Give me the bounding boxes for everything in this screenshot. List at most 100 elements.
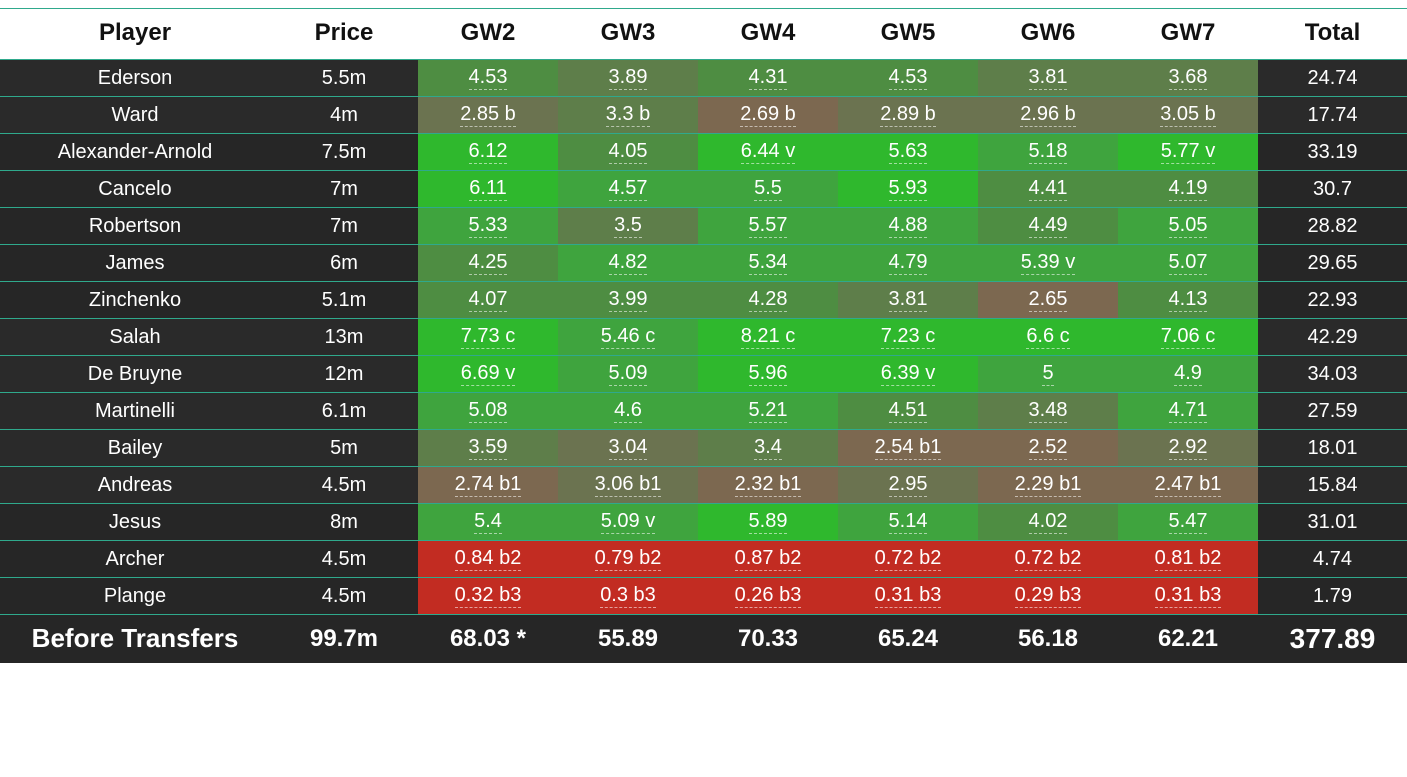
gw-cell[interactable]: 2.89 b xyxy=(838,97,978,134)
gw-cell[interactable]: 2.95 xyxy=(838,467,978,504)
gw-cell[interactable]: 0.31 b3 xyxy=(1118,578,1258,615)
gw-cell[interactable]: 2.92 xyxy=(1118,430,1258,467)
gw-cell[interactable]: 5.96 xyxy=(698,356,838,393)
gw-cell[interactable]: 4.71 xyxy=(1118,393,1258,430)
table-row[interactable]: Jesus8m5.45.09 v5.895.144.025.4731.01 xyxy=(0,504,1407,541)
gw-cell[interactable]: 3.06 b1 xyxy=(558,467,698,504)
player-name-cell[interactable]: Robertson xyxy=(0,208,270,245)
gw-cell[interactable]: 3.05 b xyxy=(1118,97,1258,134)
player-name-cell[interactable]: Ward xyxy=(0,97,270,134)
table-row[interactable]: Ederson5.5m4.533.894.314.533.813.6824.74 xyxy=(0,60,1407,97)
gw-cell[interactable]: 4.02 xyxy=(978,504,1118,541)
gw-cell[interactable]: 4.05 xyxy=(558,134,698,171)
gw-cell[interactable]: 2.74 b1 xyxy=(418,467,558,504)
col-gw4[interactable]: GW4 xyxy=(698,9,838,60)
player-name-cell[interactable]: Andreas xyxy=(0,467,270,504)
gw-cell[interactable]: 6.69 v xyxy=(418,356,558,393)
player-name-cell[interactable]: Plange xyxy=(0,578,270,615)
gw-cell[interactable]: 0.87 b2 xyxy=(698,541,838,578)
player-name-cell[interactable]: Jesus xyxy=(0,504,270,541)
col-gw2[interactable]: GW2 xyxy=(418,9,558,60)
table-row[interactable]: Robertson7m5.333.55.574.884.495.0528.82 xyxy=(0,208,1407,245)
gw-cell[interactable]: 2.29 b1 xyxy=(978,467,1118,504)
gw-cell[interactable]: 5.21 xyxy=(698,393,838,430)
col-gw6[interactable]: GW6 xyxy=(978,9,1118,60)
gw-cell[interactable]: 6.6 c xyxy=(978,319,1118,356)
gw-cell[interactable]: 5.47 xyxy=(1118,504,1258,541)
gw-cell[interactable]: 0.84 b2 xyxy=(418,541,558,578)
gw-cell[interactable]: 6.39 v xyxy=(838,356,978,393)
table-row[interactable]: Salah13m7.73 c5.46 c8.21 c7.23 c6.6 c7.0… xyxy=(0,319,1407,356)
player-name-cell[interactable]: Martinelli xyxy=(0,393,270,430)
gw-cell[interactable]: 5 xyxy=(978,356,1118,393)
gw-cell[interactable]: 4.31 xyxy=(698,60,838,97)
gw-cell[interactable]: 7.06 c xyxy=(1118,319,1258,356)
gw-cell[interactable]: 0.29 b3 xyxy=(978,578,1118,615)
gw-cell[interactable]: 0.31 b3 xyxy=(838,578,978,615)
table-row[interactable]: Ward4m2.85 b3.3 b2.69 b2.89 b2.96 b3.05 … xyxy=(0,97,1407,134)
gw-cell[interactable]: 4.53 xyxy=(838,60,978,97)
gw-cell[interactable]: 4.25 xyxy=(418,245,558,282)
gw-cell[interactable]: 2.52 xyxy=(978,430,1118,467)
gw-cell[interactable]: 0.72 b2 xyxy=(838,541,978,578)
col-gw5[interactable]: GW5 xyxy=(838,9,978,60)
gw-cell[interactable]: 4.88 xyxy=(838,208,978,245)
gw-cell[interactable]: 0.3 b3 xyxy=(558,578,698,615)
gw-cell[interactable]: 4.13 xyxy=(1118,282,1258,319)
gw-cell[interactable]: 4.51 xyxy=(838,393,978,430)
gw-cell[interactable]: 3.81 xyxy=(838,282,978,319)
gw-cell[interactable]: 2.85 b xyxy=(418,97,558,134)
gw-cell[interactable]: 3.89 xyxy=(558,60,698,97)
gw-cell[interactable]: 5.93 xyxy=(838,171,978,208)
gw-cell[interactable]: 6.11 xyxy=(418,171,558,208)
gw-cell[interactable]: 4.49 xyxy=(978,208,1118,245)
gw-cell[interactable]: 5.63 xyxy=(838,134,978,171)
gw-cell[interactable]: 0.26 b3 xyxy=(698,578,838,615)
gw-cell[interactable]: 5.89 xyxy=(698,504,838,541)
gw-cell[interactable]: 2.96 b xyxy=(978,97,1118,134)
gw-cell[interactable]: 3.04 xyxy=(558,430,698,467)
player-name-cell[interactable]: Bailey xyxy=(0,430,270,467)
gw-cell[interactable]: 3.3 b xyxy=(558,97,698,134)
table-row[interactable]: James6m4.254.825.344.795.39 v5.0729.65 xyxy=(0,245,1407,282)
table-row[interactable]: Archer4.5m0.84 b20.79 b20.87 b20.72 b20.… xyxy=(0,541,1407,578)
gw-cell[interactable]: 0.32 b3 xyxy=(418,578,558,615)
gw-cell[interactable]: 2.69 b xyxy=(698,97,838,134)
gw-cell[interactable]: 3.68 xyxy=(1118,60,1258,97)
col-player[interactable]: Player xyxy=(0,9,270,60)
player-name-cell[interactable]: Archer xyxy=(0,541,270,578)
gw-cell[interactable]: 5.05 xyxy=(1118,208,1258,245)
gw-cell[interactable]: 5.14 xyxy=(838,504,978,541)
gw-cell[interactable]: 3.5 xyxy=(558,208,698,245)
player-name-cell[interactable]: Cancelo xyxy=(0,171,270,208)
gw-cell[interactable]: 2.54 b1 xyxy=(838,430,978,467)
player-name-cell[interactable]: De Bruyne xyxy=(0,356,270,393)
gw-cell[interactable]: 0.79 b2 xyxy=(558,541,698,578)
gw-cell[interactable]: 2.32 b1 xyxy=(698,467,838,504)
col-gw7[interactable]: GW7 xyxy=(1118,9,1258,60)
gw-cell[interactable]: 7.23 c xyxy=(838,319,978,356)
gw-cell[interactable]: 4.53 xyxy=(418,60,558,97)
gw-cell[interactable]: 0.72 b2 xyxy=(978,541,1118,578)
gw-cell[interactable]: 0.81 b2 xyxy=(1118,541,1258,578)
gw-cell[interactable]: 4.19 xyxy=(1118,171,1258,208)
gw-cell[interactable]: 8.21 c xyxy=(698,319,838,356)
table-row[interactable]: Andreas4.5m2.74 b13.06 b12.32 b12.952.29… xyxy=(0,467,1407,504)
table-row[interactable]: Plange4.5m0.32 b30.3 b30.26 b30.31 b30.2… xyxy=(0,578,1407,615)
player-name-cell[interactable]: Alexander-Arnold xyxy=(0,134,270,171)
gw-cell[interactable]: 6.12 xyxy=(418,134,558,171)
gw-cell[interactable]: 4.28 xyxy=(698,282,838,319)
gw-cell[interactable]: 5.08 xyxy=(418,393,558,430)
gw-cell[interactable]: 5.34 xyxy=(698,245,838,282)
gw-cell[interactable]: 3.99 xyxy=(558,282,698,319)
gw-cell[interactable]: 3.59 xyxy=(418,430,558,467)
gw-cell[interactable]: 4.6 xyxy=(558,393,698,430)
table-row[interactable]: Martinelli6.1m5.084.65.214.513.484.7127.… xyxy=(0,393,1407,430)
player-name-cell[interactable]: Ederson xyxy=(0,60,270,97)
table-row[interactable]: Cancelo7m6.114.575.55.934.414.1930.7 xyxy=(0,171,1407,208)
gw-cell[interactable]: 5.07 xyxy=(1118,245,1258,282)
gw-cell[interactable]: 6.44 v xyxy=(698,134,838,171)
gw-cell[interactable]: 5.39 v xyxy=(978,245,1118,282)
col-gw3[interactable]: GW3 xyxy=(558,9,698,60)
gw-cell[interactable]: 2.47 b1 xyxy=(1118,467,1258,504)
